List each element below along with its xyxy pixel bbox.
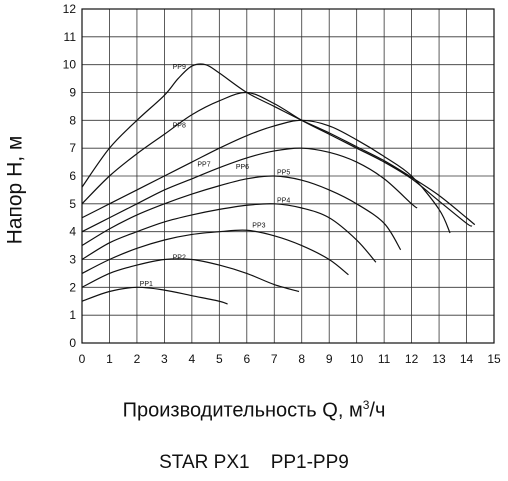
curve-pp7 [81, 119, 451, 234]
curve-label-pp9: PP9 [173, 64, 186, 71]
x-axis-label-main: Производительность Q, м [122, 399, 363, 422]
curve-label-pp2: PP2 [173, 255, 186, 262]
x-axis-label: Производительность Q, м3/ч [0, 398, 508, 423]
curve-label-pp6: PP6 [236, 164, 249, 171]
performance-curves [81, 63, 476, 305]
x-tick-label: 0 [79, 352, 86, 366]
y-tick-label: 2 [69, 280, 76, 294]
x-tick-label: 11 [378, 352, 391, 366]
x-tick-label: 7 [271, 352, 278, 366]
x-tick-label: 9 [326, 352, 333, 366]
plot-frame [81, 8, 495, 344]
curve-label-pp1: PP1 [140, 281, 153, 288]
x-tick-label: 5 [216, 352, 223, 366]
x-tick-label: 8 [298, 352, 305, 366]
y-tick-label: 12 [63, 2, 77, 16]
x-tick-label: 10 [350, 352, 364, 366]
x-axis-label-sup: 3 [362, 398, 370, 412]
x-axis-label-tail: /ч [369, 399, 386, 422]
y-tick-label: 9 [69, 86, 76, 100]
curve-label-pp4: PP4 [277, 197, 290, 204]
x-tick-label: 13 [432, 352, 446, 366]
chart-title: STAR PX1 PP1-PP9 [159, 452, 349, 473]
y-tick-label: 1 [69, 308, 76, 322]
y-tick-label: 8 [69, 113, 76, 127]
x-tick-label: 14 [460, 352, 474, 366]
x-tick-label: 12 [405, 352, 419, 366]
curve-label-pp7: PP7 [197, 161, 210, 168]
y-tick-label: 7 [69, 141, 76, 155]
plot-border [81, 8, 495, 344]
x-tick-label: 15 [487, 352, 501, 366]
curve-pp6 [81, 147, 418, 233]
curve-labels: PP1 PP2 PP3 PP4 PP5 PP6 PP7 PP8 PP9 [140, 64, 291, 288]
y-tick-label: 11 [64, 30, 77, 44]
x-tick-label: 1 [106, 352, 113, 366]
curve-label-pp3: PP3 [252, 222, 265, 229]
curve-label-pp8: PP8 [173, 122, 186, 129]
curve-pp1 [81, 286, 228, 305]
x-tick-label: 3 [161, 352, 168, 366]
y-tick-label: 10 [63, 58, 77, 72]
y-tick-label: 6 [69, 169, 76, 183]
y-tick-label: 3 [69, 253, 76, 267]
x-tick-label: 6 [243, 352, 250, 366]
curve-pp5 [81, 175, 402, 251]
curve-label-pp5: PP5 [277, 170, 290, 177]
x-tick-label: 2 [134, 352, 141, 366]
curve-pp4 [81, 203, 377, 263]
y-tick-label: 0 [69, 336, 76, 350]
curve-pp2 [81, 258, 300, 293]
x-tick-labels: 0 1 2 3 4 5 6 7 8 9 10 11 12 13 14 15 [79, 352, 501, 366]
curve-pp9 [81, 63, 476, 226]
curve-pp8 [81, 91, 473, 227]
curve-pp3 [81, 229, 349, 276]
x-tick-label: 4 [189, 352, 196, 366]
y-tick-label: 4 [69, 225, 76, 239]
y-axis-label: Напор H, м [2, 110, 28, 270]
y-tick-label: 5 [69, 197, 76, 211]
y-axis-label-text: Напор H, м [3, 135, 26, 245]
